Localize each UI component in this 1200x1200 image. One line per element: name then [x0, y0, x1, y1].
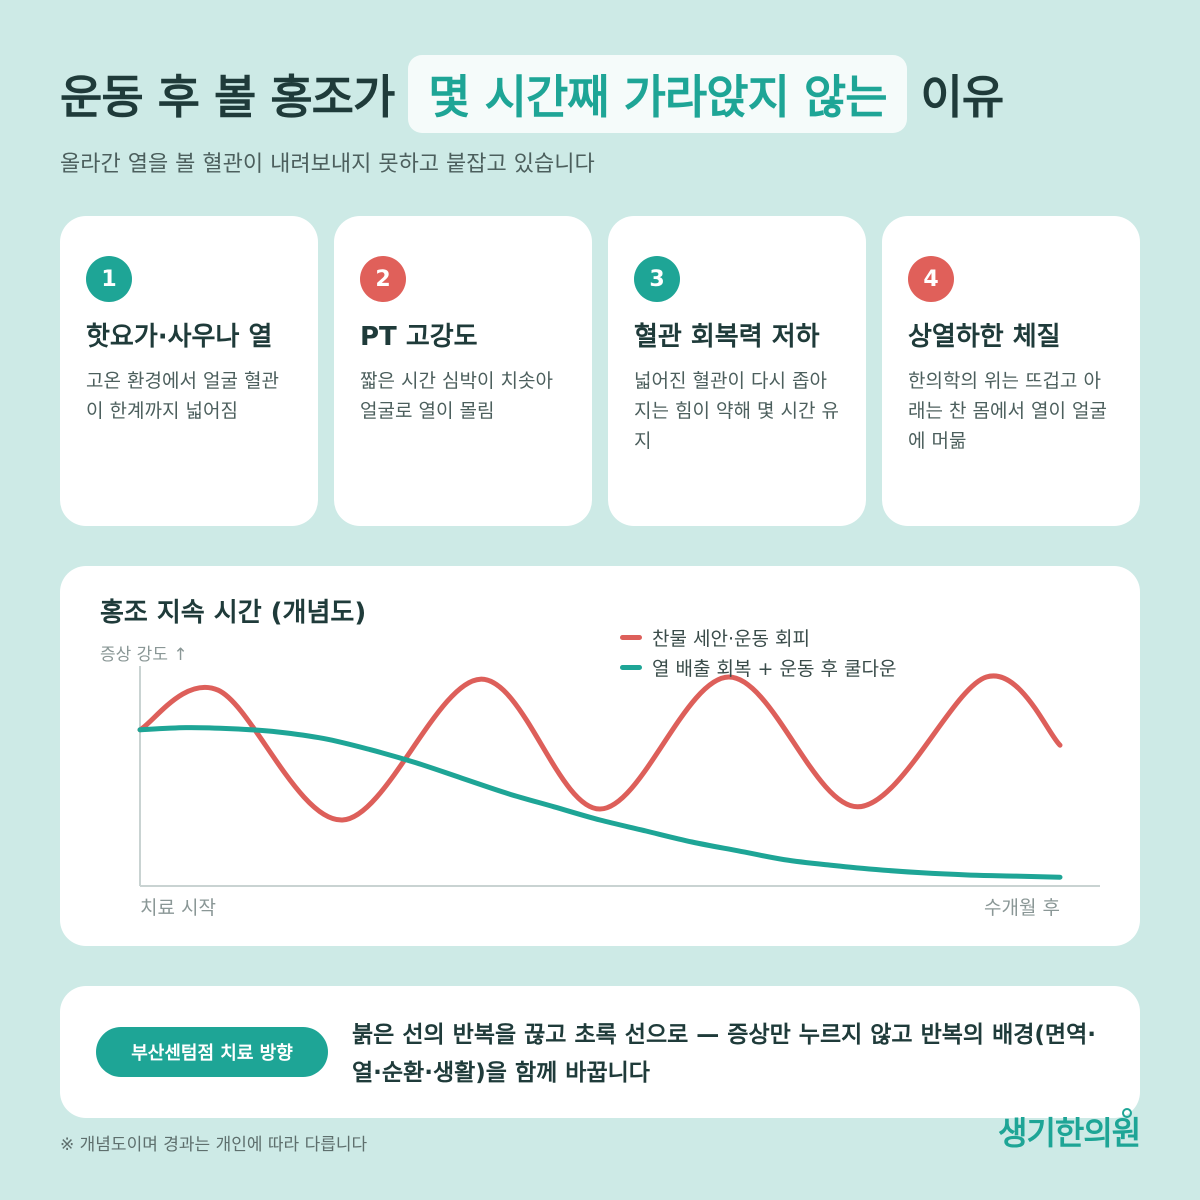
- legend-swatch-teal: [620, 664, 642, 670]
- title-text-before: 운동 후 볼 홍조가: [60, 70, 395, 124]
- footnote: ※ 개념도이며 경과는 개인에 따라 다릅니다: [60, 1135, 368, 1155]
- title-highlight: 몇 시간째 가라앉지 않는: [408, 55, 907, 133]
- card-title: 혈관 회복력 저하: [634, 322, 820, 352]
- treatment-message: 붉은 선의 반복을 끊고 초록 선으로 — 증상만 누르지 않고 반복의 배경(…: [352, 1022, 1096, 1086]
- cause-card-1: 1 핫요가·사우나 열 고온 환경에서 얼굴 혈관이 한계까지 넓어짐: [60, 216, 318, 526]
- number-badge: 2: [360, 256, 406, 302]
- number-badge: 3: [634, 256, 680, 302]
- card-description: 고온 환경에서 얼굴 혈관이 한계까지 넓어짐: [86, 370, 279, 422]
- x-end-label: 수개월 후: [984, 897, 1060, 919]
- number-badge: 4: [908, 256, 954, 302]
- cause-cards: 1 핫요가·사우나 열 고온 환경에서 얼굴 혈관이 한계까지 넓어짐 2 PT…: [60, 216, 1140, 526]
- clinic-logo: 생기한의원: [998, 1114, 1141, 1152]
- card-title: 핫요가·사우나 열: [86, 322, 273, 352]
- chart-panel: 홍조 지속 시간 (개념도) 증상 강도 ↑ 치료 시작 수개월 후 찬물 세안…: [60, 566, 1140, 946]
- duration-chart: 증상 강도 ↑ 치료 시작 수개월 후: [100, 645, 1100, 919]
- legend-label: 찬물 세안·운동 회피: [652, 627, 810, 650]
- series-line-teal: [137, 725, 1063, 880]
- title-text-after: 이유: [920, 70, 1005, 124]
- card-description: 넓어진 혈관이 다시 좁아지는 힘이 약해 몇 시간 유지: [634, 370, 839, 452]
- chart-legend: 찬물 세안·운동 회피 열 배출 회복 + 운동 후 쿨다운: [620, 622, 896, 682]
- legend-item-teal: 열 배출 회복 + 운동 후 쿨다운: [620, 652, 896, 682]
- series-line-red: [137, 673, 1063, 823]
- card-description: 짧은 시간 심박이 치솟아 얼굴로 열이 몰림: [360, 370, 553, 422]
- page-subtitle: 올라간 열을 볼 혈관이 내려보내지 못하고 붙잡고 있습니다: [60, 152, 595, 177]
- card-title: 상열하한 체질: [908, 322, 1061, 352]
- legend-label: 열 배출 회복 + 운동 후 쿨다운: [652, 657, 897, 680]
- legend-item-red: 찬물 세안·운동 회피: [620, 622, 896, 652]
- legend-swatch-red: [620, 634, 642, 640]
- cause-card-3: 3 혈관 회복력 저하 넓어진 혈관이 다시 좁아지는 힘이 약해 몇 시간 유…: [608, 216, 866, 526]
- x-start-label: 치료 시작: [140, 897, 216, 919]
- logo-dot-icon: [1122, 1108, 1132, 1118]
- cause-card-4: 4 상열하한 체질 한의학의 위는 뜨겁고 아래는 찬 몸에서 열이 얼굴에 머…: [882, 216, 1140, 526]
- treatment-panel: 부산센텀점 치료 방향 붉은 선의 반복을 끊고 초록 선으로 — 증상만 누르…: [60, 986, 1140, 1118]
- card-description: 한의학의 위는 뜨겁고 아래는 찬 몸에서 열이 얼굴에 머묾: [908, 370, 1107, 452]
- y-axis-label: 증상 강도 ↑: [100, 645, 188, 665]
- chart-title: 홍조 지속 시간 (개념도): [100, 598, 367, 628]
- clinic-badge: 부산센텀점 치료 방향: [96, 1027, 328, 1077]
- cause-card-2: 2 PT 고강도 짧은 시간 심박이 치솟아 얼굴로 열이 몰림: [334, 216, 592, 526]
- card-title: PT 고강도: [360, 322, 478, 352]
- number-badge: 1: [86, 256, 132, 302]
- page-title: 운동 후 볼 홍조가 몇 시간째 가라앉지 않는 이유: [60, 52, 1005, 136]
